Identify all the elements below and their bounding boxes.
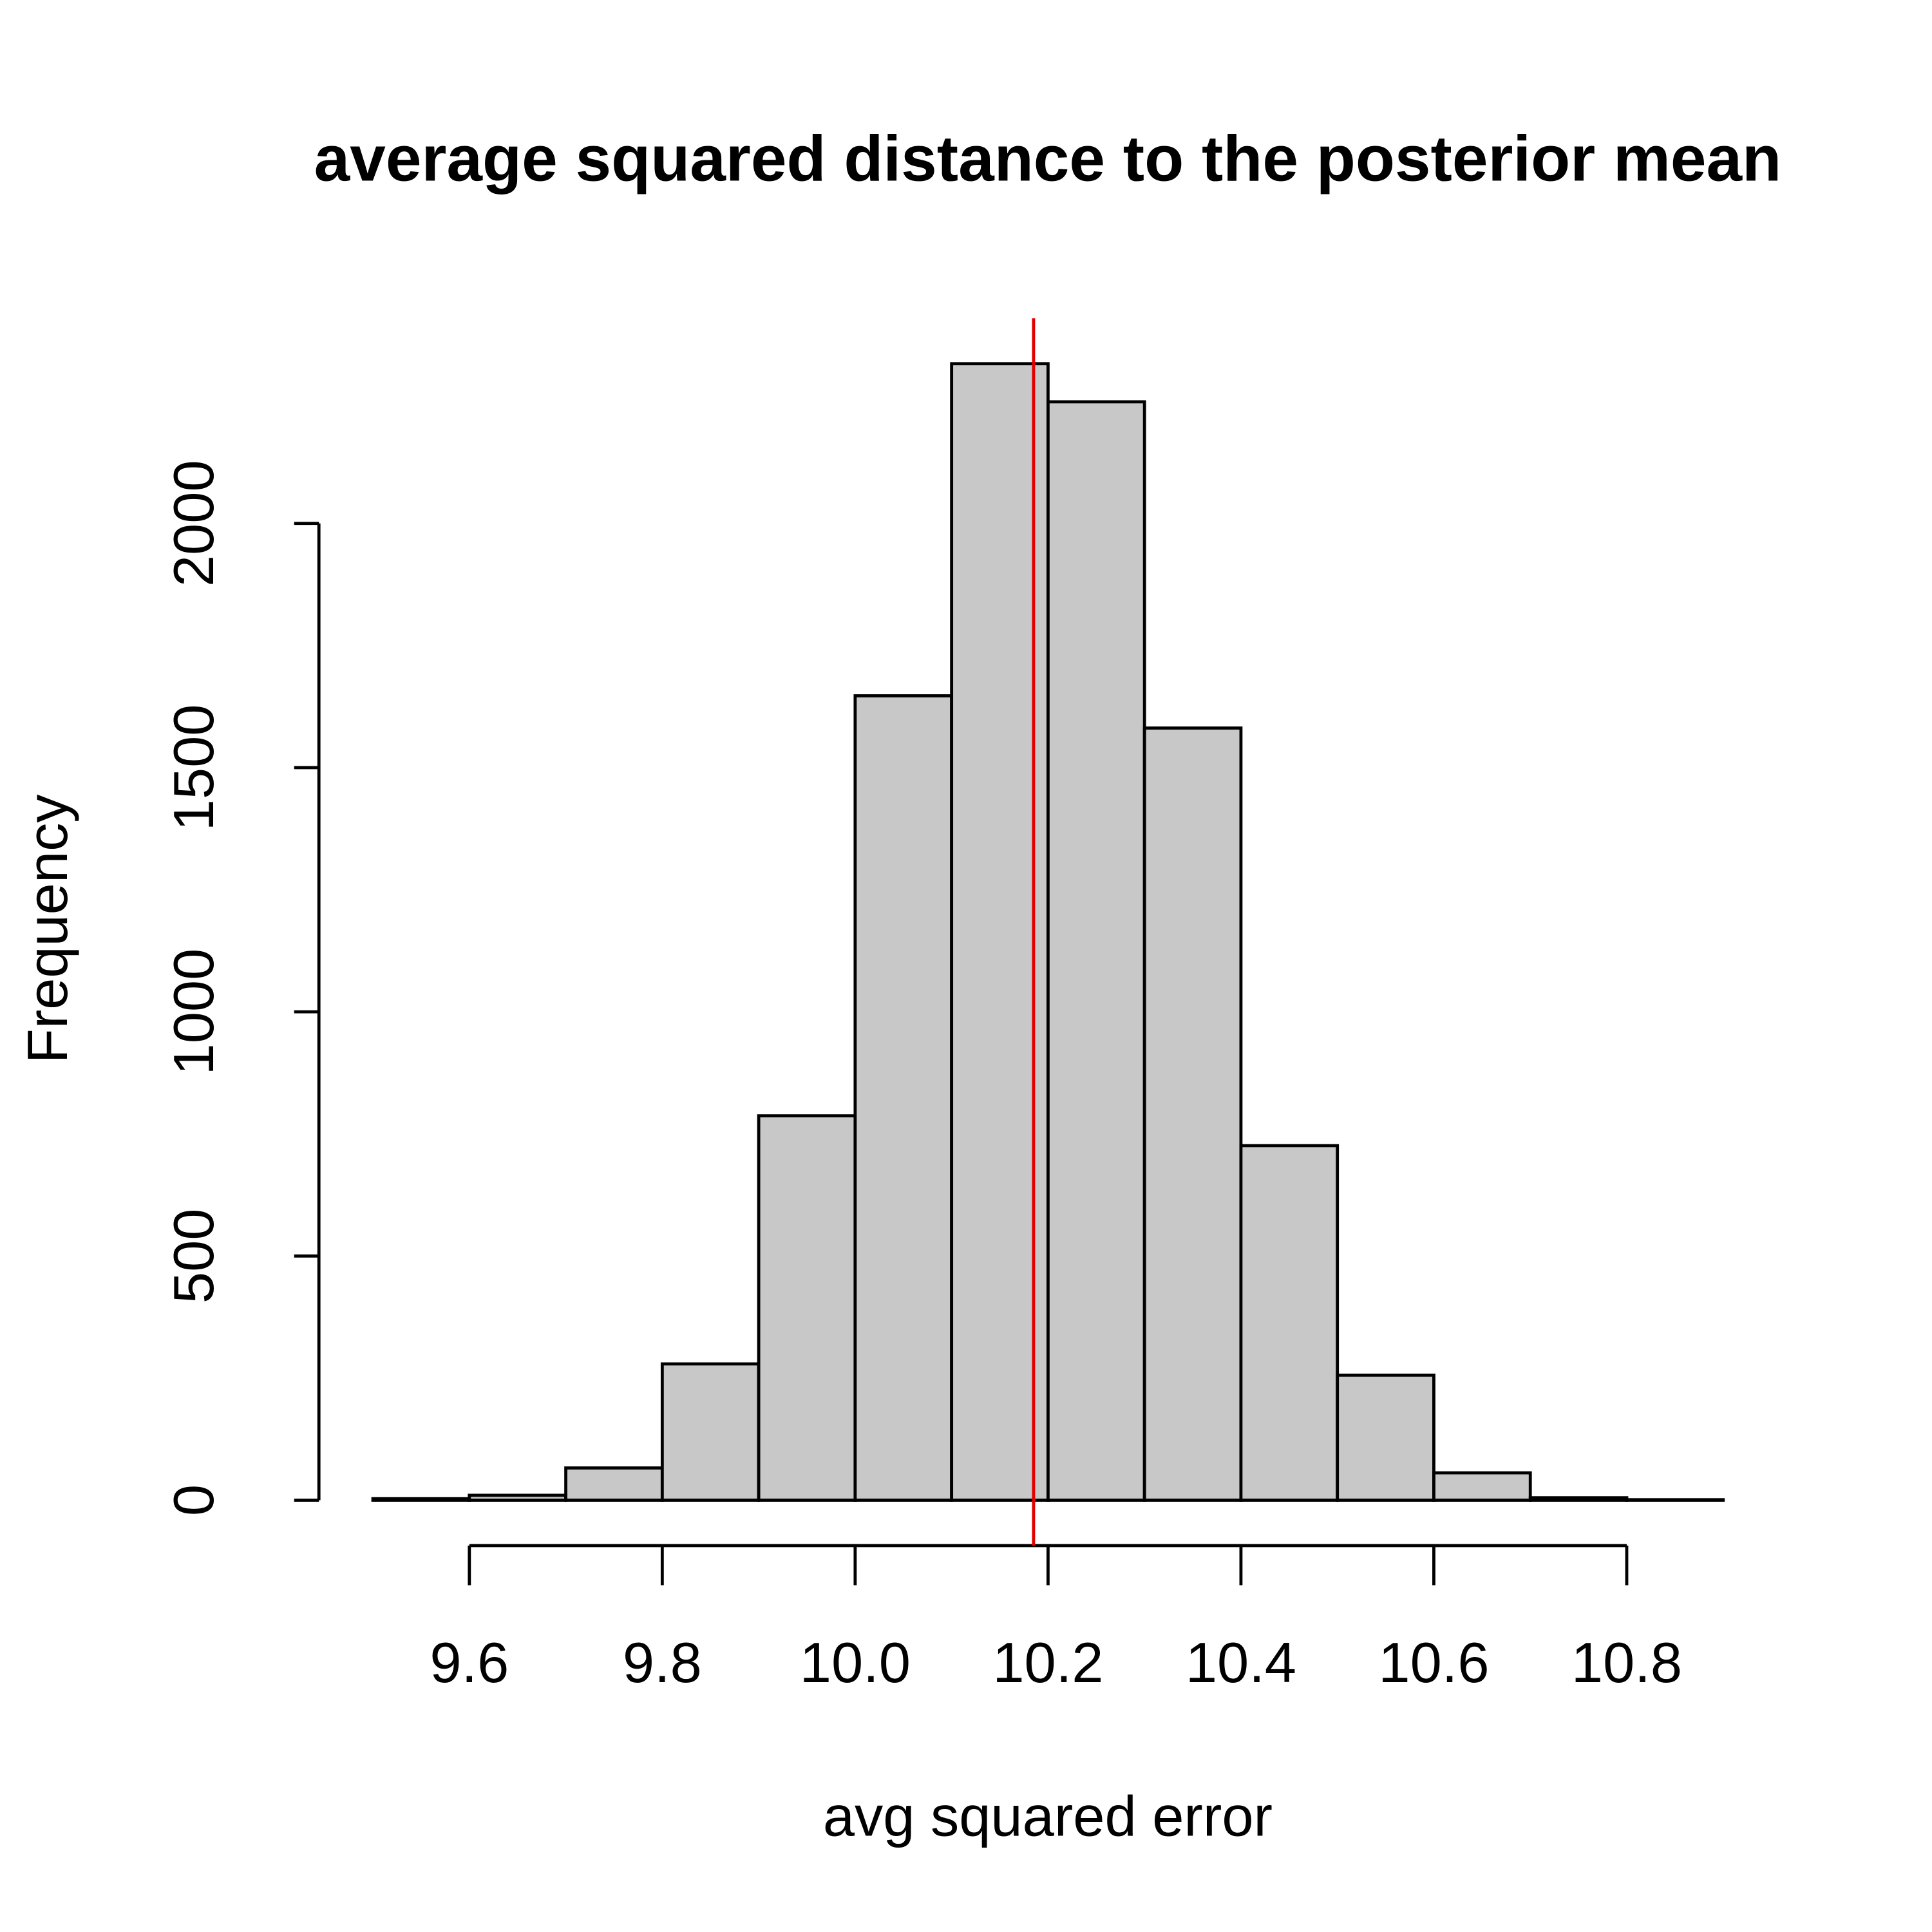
bar (853, 694, 954, 1502)
x-tick-label: 10.8 (1571, 1631, 1682, 1694)
y-tick-label: 0 (162, 1484, 225, 1516)
x-axis-title: avg squared error (823, 1784, 1273, 1848)
x-tick-label: 10.2 (992, 1631, 1103, 1694)
bar (757, 1114, 857, 1502)
chart-title: average squared distance to the posterio… (314, 122, 1782, 194)
y-axis-title: Frequency (15, 794, 79, 1064)
bar (1046, 400, 1146, 1502)
bar (371, 1497, 471, 1502)
bar (1142, 726, 1243, 1502)
bar (1625, 1498, 1725, 1502)
x-tick-label: 10.0 (800, 1631, 911, 1694)
bar (564, 1466, 664, 1502)
x-tick-label: 9.6 (430, 1631, 509, 1694)
bar (1336, 1373, 1435, 1502)
bar (468, 1493, 567, 1502)
x-tick-label: 9.8 (623, 1631, 702, 1694)
y-tick-label: 1000 (162, 949, 225, 1075)
bar (1432, 1471, 1532, 1502)
y-tick-label: 2000 (162, 460, 225, 587)
bar (1239, 1144, 1340, 1502)
y-tick-label: 1500 (162, 705, 225, 831)
x-tick-label: 10.4 (1186, 1631, 1296, 1694)
bar (1528, 1496, 1629, 1502)
bar (660, 1362, 761, 1502)
y-tick-label: 500 (162, 1208, 225, 1303)
bar (950, 362, 1050, 1502)
x-tick-label: 10.6 (1378, 1631, 1489, 1694)
